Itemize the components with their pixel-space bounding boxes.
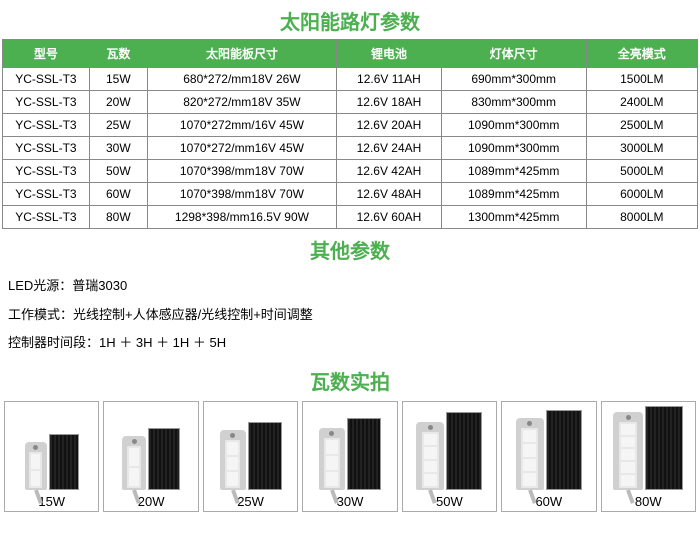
lamp-icon — [122, 436, 146, 490]
solar-panel-icon — [446, 412, 482, 490]
table-cell: 12.6V 60AH — [337, 206, 442, 229]
table-row: YC-SSL-T320W820*272/mm18V 35W12.6V 18AH8… — [3, 91, 698, 114]
table-cell: 1300mm*425mm — [441, 206, 586, 229]
table-row: YC-SSL-T360W1070*398/mm18V 70W12.6V 48AH… — [3, 183, 698, 206]
table-cell: 1500LM — [586, 68, 697, 91]
wattage-label: 20W — [138, 490, 165, 509]
table-row: YC-SSL-T380W1298*398/mm16.5V 90W12.6V 60… — [3, 206, 698, 229]
table-cell: 680*272/mm18V 26W — [147, 68, 336, 91]
product-thumb — [319, 406, 381, 490]
product-card: 80W — [601, 401, 696, 512]
table-cell: YC-SSL-T3 — [3, 183, 90, 206]
table-cell: 25W — [89, 114, 147, 137]
other-title: 其他参数 — [0, 229, 700, 268]
solar-panel-icon — [347, 418, 381, 490]
product-thumb — [416, 406, 482, 490]
table-row: YC-SSL-T330W1070*272/mm16V 45W12.6V 24AH… — [3, 137, 698, 160]
table-cell: 1070*398/mm18V 70W — [147, 160, 336, 183]
solar-panel-icon — [49, 434, 79, 490]
table-cell: 1070*398/mm18V 70W — [147, 183, 336, 206]
product-card: 15W — [4, 401, 99, 512]
wattage-label: 80W — [635, 490, 662, 509]
spec-table: 型号瓦数太阳能板尺寸锂电池灯体尺寸全亮模式 YC-SSL-T315W680*27… — [2, 39, 698, 229]
table-cell: 830mm*300mm — [441, 91, 586, 114]
table-cell: 1090mm*300mm — [441, 137, 586, 160]
lamp-icon — [220, 430, 246, 490]
table-cell: 6000LM — [586, 183, 697, 206]
solar-panel-icon — [248, 422, 282, 490]
lamp-icon — [416, 422, 444, 490]
table-cell: 12.6V 48AH — [337, 183, 442, 206]
product-thumb — [25, 406, 79, 490]
table-cell: 1070*272mm/16V 45W — [147, 114, 336, 137]
col-header: 灯体尺寸 — [441, 40, 586, 68]
wattage-label: 25W — [237, 490, 264, 509]
table-cell: YC-SSL-T3 — [3, 137, 90, 160]
lamp-icon — [25, 442, 47, 490]
table-cell: 12.6V 18AH — [337, 91, 442, 114]
product-card: 60W — [501, 401, 596, 512]
table-cell: YC-SSL-T3 — [3, 206, 90, 229]
table-row: YC-SSL-T325W1070*272mm/16V 45W12.6V 20AH… — [3, 114, 698, 137]
table-cell: 1298*398/mm16.5V 90W — [147, 206, 336, 229]
product-thumb — [122, 406, 180, 490]
lamp-icon — [613, 412, 643, 490]
table-cell: 1089mm*425mm — [441, 183, 586, 206]
solar-panel-icon — [645, 406, 683, 490]
product-thumb — [613, 406, 683, 490]
timer-segments: 控制器时间段：1H ＋ 3H ＋ 1H ＋ 5H — [8, 329, 692, 358]
table-cell: 80W — [89, 206, 147, 229]
product-card: 30W — [302, 401, 397, 512]
table-cell: 3000LM — [586, 137, 697, 160]
spec-title: 太阳能路灯参数 — [0, 0, 700, 39]
other-params: LED光源：普瑞3030 工作模式：光线控制+人体感应器/光线控制+时间调整 控… — [0, 268, 700, 360]
col-header: 全亮模式 — [586, 40, 697, 68]
table-cell: YC-SSL-T3 — [3, 91, 90, 114]
led-source: LED光源：普瑞3030 — [8, 272, 692, 301]
product-thumb — [220, 406, 282, 490]
table-cell: 5000LM — [586, 160, 697, 183]
wattage-label: 60W — [535, 490, 562, 509]
table-cell: 2500LM — [586, 114, 697, 137]
table-cell: 690mm*300mm — [441, 68, 586, 91]
photos-title: 瓦数实拍 — [0, 360, 700, 399]
lamp-icon — [516, 418, 544, 490]
col-header: 瓦数 — [89, 40, 147, 68]
col-header: 型号 — [3, 40, 90, 68]
table-cell: 12.6V 24AH — [337, 137, 442, 160]
table-cell: YC-SSL-T3 — [3, 68, 90, 91]
product-card: 20W — [103, 401, 198, 512]
wattage-label: 50W — [436, 490, 463, 509]
table-cell: 12.6V 11AH — [337, 68, 442, 91]
col-header: 锂电池 — [337, 40, 442, 68]
lamp-icon — [319, 428, 345, 490]
solar-panel-icon — [546, 410, 582, 490]
work-mode: 工作模式：光线控制+人体感应器/光线控制+时间调整 — [8, 301, 692, 330]
table-cell: 60W — [89, 183, 147, 206]
product-card: 25W — [203, 401, 298, 512]
table-cell: 12.6V 20AH — [337, 114, 442, 137]
table-cell: YC-SSL-T3 — [3, 160, 90, 183]
wattage-label: 15W — [38, 490, 65, 509]
product-card: 50W — [402, 401, 497, 512]
wattage-label: 30W — [337, 490, 364, 509]
table-cell: 12.6V 42AH — [337, 160, 442, 183]
table-row: YC-SSL-T315W680*272/mm18V 26W12.6V 11AH6… — [3, 68, 698, 91]
table-cell: 8000LM — [586, 206, 697, 229]
table-cell: 1090mm*300mm — [441, 114, 586, 137]
product-thumb — [516, 406, 582, 490]
table-cell: 820*272/mm18V 35W — [147, 91, 336, 114]
col-header: 太阳能板尺寸 — [147, 40, 336, 68]
table-cell: 15W — [89, 68, 147, 91]
table-cell: 2400LM — [586, 91, 697, 114]
table-cell: 20W — [89, 91, 147, 114]
table-cell: 1089mm*425mm — [441, 160, 586, 183]
table-cell: 50W — [89, 160, 147, 183]
table-cell: 30W — [89, 137, 147, 160]
table-row: YC-SSL-T350W1070*398/mm18V 70W12.6V 42AH… — [3, 160, 698, 183]
table-cell: YC-SSL-T3 — [3, 114, 90, 137]
product-gallery: 15W 20W 25W 30W 50W 60W 80W — [0, 399, 700, 516]
table-cell: 1070*272/mm16V 45W — [147, 137, 336, 160]
solar-panel-icon — [148, 428, 180, 490]
